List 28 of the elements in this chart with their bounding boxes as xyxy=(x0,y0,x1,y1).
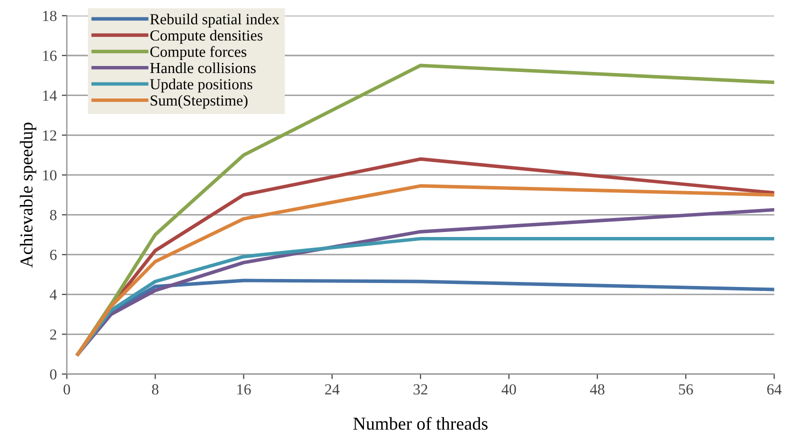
y-tick-label: 12 xyxy=(43,130,56,140)
y-tick-label: 10 xyxy=(43,170,57,180)
x-tick-label: 56 xyxy=(679,384,693,395)
y-tick-label: 16 xyxy=(43,50,57,61)
x-tick-label: 40 xyxy=(502,384,516,395)
x-tick-label: 0 xyxy=(64,384,70,395)
legend-label: Rebuild spatial index xyxy=(150,14,280,28)
y-tick-label: 8 xyxy=(50,210,57,220)
x-tick-label: 32 xyxy=(414,384,428,395)
y-tick-label: 4 xyxy=(50,290,57,300)
x-tick-label: 8 xyxy=(152,384,158,395)
y-tick-label: 14 xyxy=(43,90,57,101)
legend-label: Update positions xyxy=(150,78,252,93)
x-axis-title: Number of threads xyxy=(353,416,488,430)
x-tick-label: 48 xyxy=(590,384,604,395)
legend-label: Sum(Stepstime) xyxy=(150,94,248,109)
line-series xyxy=(76,236,774,356)
legend-label: Compute forces xyxy=(150,46,246,60)
legend-label: Compute densities xyxy=(150,30,262,44)
legend-label: Handle collisions xyxy=(150,62,256,74)
y-tick-label: 0 xyxy=(50,369,57,380)
x-tick-label: 24 xyxy=(325,384,340,394)
y-tick-label: 18 xyxy=(43,10,57,22)
y-tick-label: 6 xyxy=(50,250,57,260)
y-axis-title: Achievable speedup xyxy=(20,122,36,268)
y-tick-label: 2 xyxy=(50,329,56,340)
x-tick-label: 16 xyxy=(237,384,251,395)
x-tick-label: 64 xyxy=(767,384,782,395)
